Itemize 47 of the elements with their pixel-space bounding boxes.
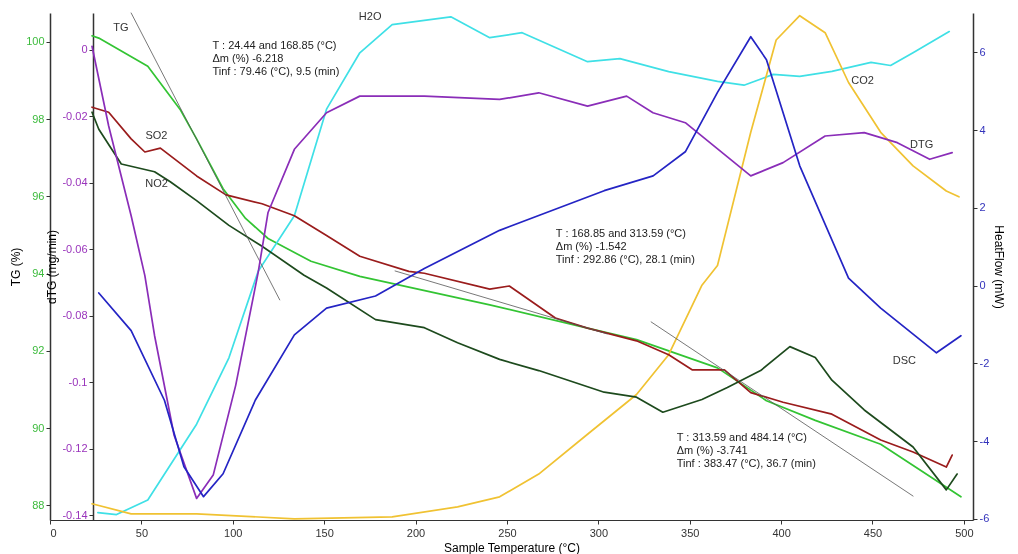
y3-tick-label: -0.06 xyxy=(62,242,88,255)
y-tick-label: 92 xyxy=(32,344,45,357)
y-axis-title: TG (%) xyxy=(9,247,24,287)
x-tick-label: 150 xyxy=(315,526,334,539)
y2-tick-label: -6 xyxy=(979,512,990,525)
series-label: NO2 xyxy=(145,176,168,189)
x-tick-label: 0 xyxy=(50,526,57,539)
y2-tick-label: 6 xyxy=(979,45,986,58)
y2-tick-label: 0 xyxy=(979,279,986,292)
x-tick-label: 400 xyxy=(772,526,791,539)
series-label: TG xyxy=(113,21,129,34)
y-tick-label: 88 xyxy=(32,498,45,511)
series-label: CO2 xyxy=(851,73,874,86)
x-tick-label: 350 xyxy=(681,526,700,539)
series-label: SO2 xyxy=(145,129,168,142)
y3-tick-label: -0.14 xyxy=(62,508,88,521)
x-tick-label: 500 xyxy=(955,526,974,539)
y3-tick-label: -0.08 xyxy=(62,309,88,322)
y3-axis-title: dTG (mg/min) xyxy=(45,229,60,305)
x-tick-label: 250 xyxy=(498,526,517,539)
y3-tick-label: -0.12 xyxy=(62,442,88,455)
annotation: T : 168.85 and 313.59 (°C) Δm (%) -1.542 Tinf : 292.86 (°C), 28.1 (min) xyxy=(555,227,695,266)
y-tick-label: 96 xyxy=(32,189,45,202)
y2-tick-label: 2 xyxy=(979,201,986,214)
x-axis-title: Sample Temperature (°C) xyxy=(444,540,580,554)
x-tick-label: 200 xyxy=(406,526,426,539)
y-tick-label: 90 xyxy=(32,421,45,434)
series-label: DTG xyxy=(910,138,934,151)
x-tick-label: 450 xyxy=(863,526,883,539)
y3-tick-label: 0 xyxy=(81,43,88,56)
y3-tick-label: -0.02 xyxy=(62,109,88,122)
x-tick-label: 100 xyxy=(224,526,243,539)
y2-tick-label: 4 xyxy=(979,123,986,136)
y3-tick-label: -0.1 xyxy=(68,375,88,388)
series-label: H2O xyxy=(358,9,382,22)
y-tick-label: 94 xyxy=(32,267,45,280)
annotation: T : 313.59 and 484.14 (°C) Δm (%) -3.741 Tinf : 383.47 (°C), 36.7 (min) xyxy=(676,431,816,470)
y2-tick-label: -4 xyxy=(979,434,990,447)
y2-axis-title: HeatFlow (mW) xyxy=(992,225,1007,309)
y2-tick-label: -2 xyxy=(979,356,990,369)
annotation: T : 24.44 and 168.85 (°C) Δm (%) -6.218 Tinf : 79.46 (°C), 9.5 (min) xyxy=(212,38,340,77)
x-tick-label: 300 xyxy=(589,526,608,539)
series-label: DSC xyxy=(892,353,917,366)
y-tick-label: 98 xyxy=(32,112,45,125)
y3-tick-label: -0.04 xyxy=(62,176,88,189)
x-tick-label: 50 xyxy=(135,526,149,539)
y-tick-label: 100 xyxy=(26,35,45,48)
